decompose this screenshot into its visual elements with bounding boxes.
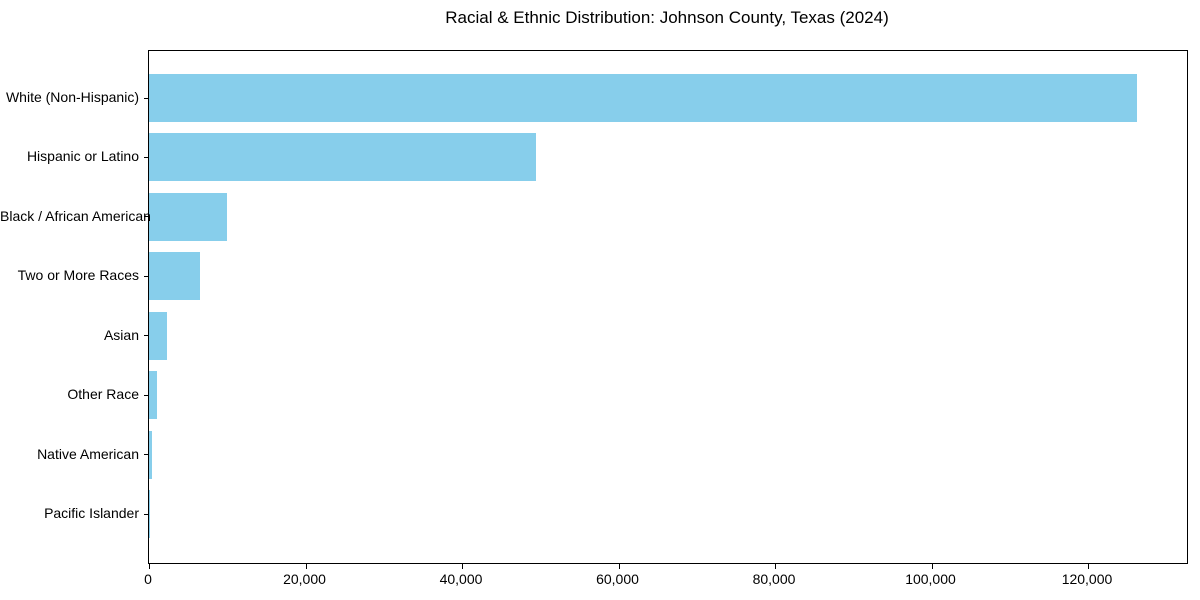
y-tick-label: Black / African American (0, 207, 151, 224)
y-tick-mark (144, 335, 148, 337)
bar-other-race (149, 371, 157, 420)
bar-black-african-american (149, 192, 228, 241)
chart-title: Racial & Ethnic Distribution: Johnson Co… (445, 8, 889, 27)
y-tick-mark (144, 454, 148, 456)
bar-pacific-islander (149, 490, 150, 538)
y-tick-label: Hispanic or Latino (26, 148, 139, 165)
y-tick-label: Native American (37, 445, 139, 462)
y-tick-mark (144, 394, 148, 396)
x-tick-label: 120,000 (1061, 571, 1113, 587)
x-tick-label: 40,000 (439, 571, 483, 587)
x-tick-mark (775, 564, 776, 569)
y-tick-label: White (Non-Hispanic) (5, 89, 139, 105)
bar-hispanic-or-latino (149, 133, 537, 182)
x-tick-mark (305, 564, 307, 569)
y-tick-label: Two or More Races (17, 267, 139, 284)
x-tick-label: 60,000 (596, 571, 639, 587)
y-tick-label: Other Race (67, 386, 139, 403)
bar-white-non-hispanic (149, 74, 1138, 122)
y-tick-mark (144, 275, 148, 277)
y-tick-mark (144, 513, 148, 515)
x-tick-mark (618, 564, 620, 569)
y-tick-label: Pacific Islander (44, 505, 139, 521)
y-tick-mark (144, 97, 148, 99)
x-tick-label: 100,000 (905, 571, 956, 587)
x-tick-mark (931, 564, 933, 569)
x-tick-label: 0 (144, 571, 152, 587)
plot-area (144, 50, 1188, 569)
x-tick-mark (462, 564, 463, 569)
y-tick-label: Asian (103, 326, 139, 343)
y-tick-mark (144, 156, 148, 158)
bar-asian (149, 311, 167, 360)
bar-two-or-more-races (149, 252, 200, 301)
x-tick-label: 80,000 (752, 571, 796, 587)
x-tick-mark (1088, 564, 1089, 569)
y-tick-mark (144, 216, 148, 218)
bar-native-american (149, 430, 153, 479)
x-tick-label: 20,000 (283, 571, 326, 587)
x-tick-mark (149, 564, 150, 569)
